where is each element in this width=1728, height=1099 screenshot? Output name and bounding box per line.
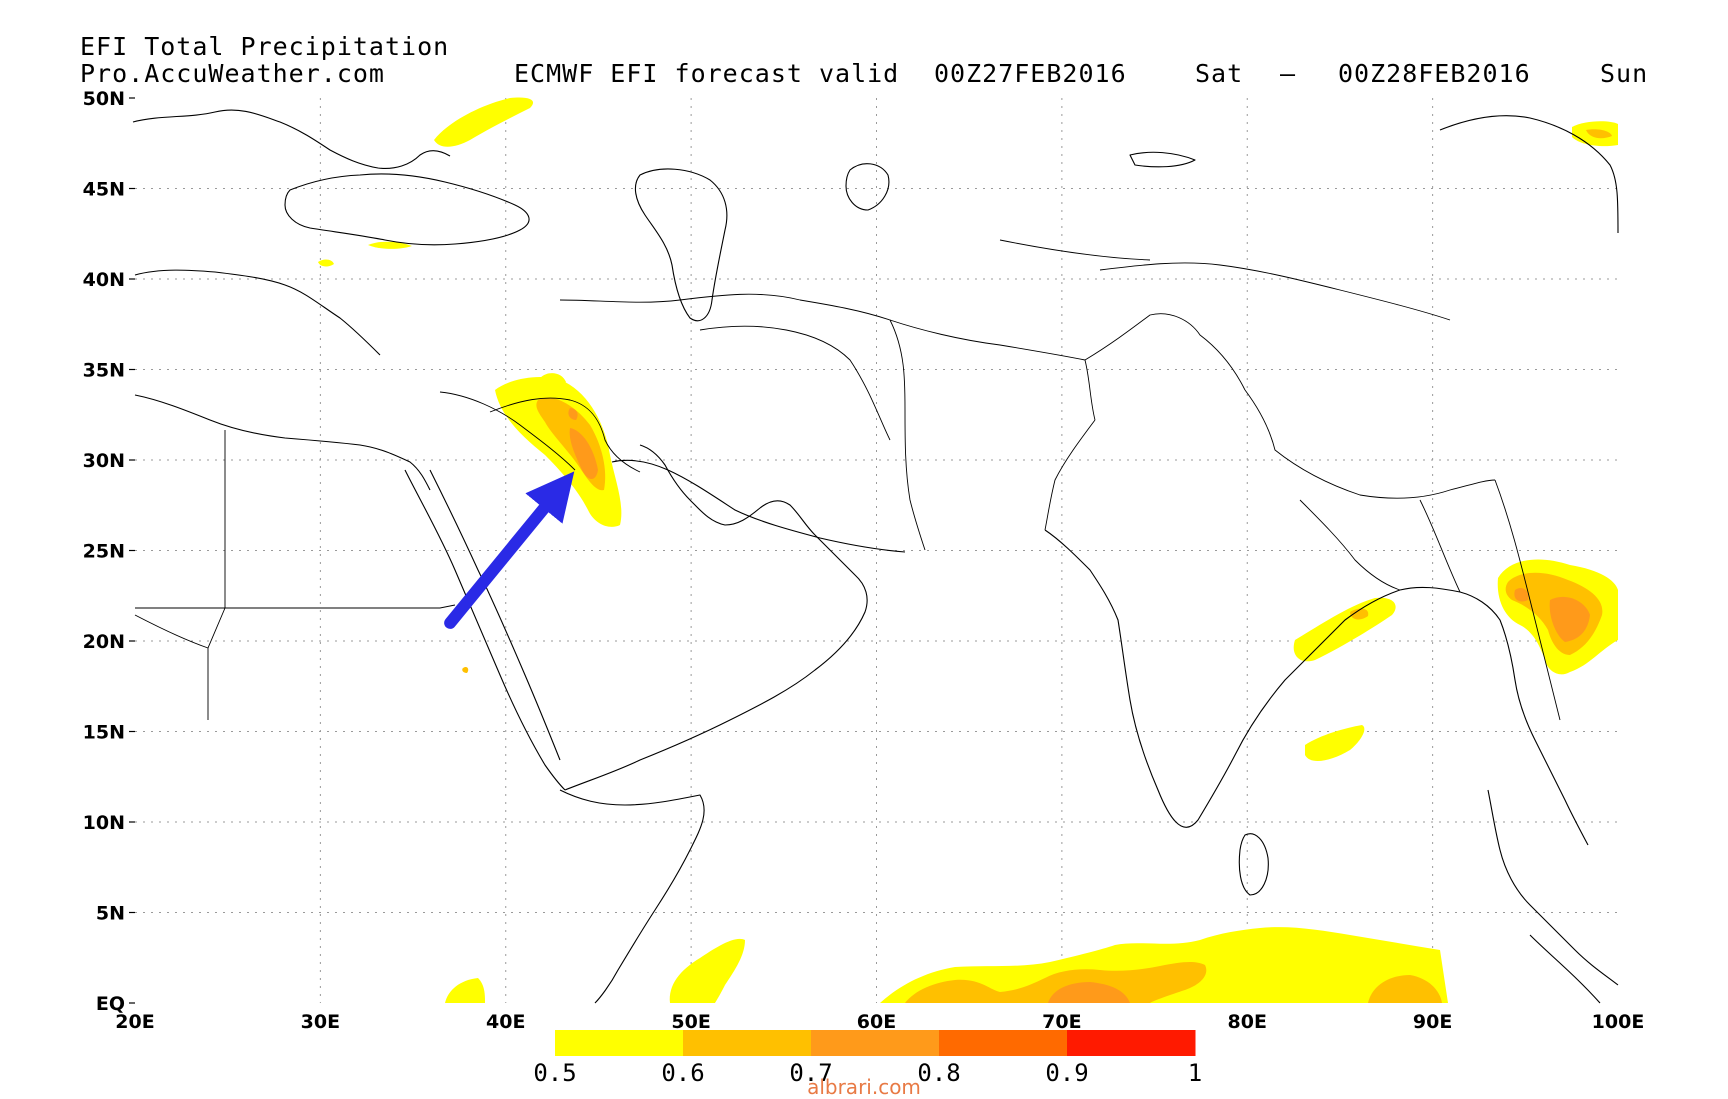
lon-tick-label: 30E <box>301 1011 340 1033</box>
lon-tick-label: 80E <box>1228 1011 1267 1033</box>
efi-area-russia <box>434 97 534 147</box>
separator: – <box>1280 59 1297 88</box>
efi-area-ne-china-o <box>1586 129 1612 139</box>
caspian-sea <box>634 168 728 322</box>
credit-text: albrari.com <box>807 1075 921 1099</box>
colorbar-label: 0.9 <box>1045 1059 1088 1087</box>
colorbar-label: 0.7 <box>789 1059 832 1087</box>
efi-area-eq-somalia <box>669 938 745 1003</box>
start-day: Sat <box>1195 59 1244 88</box>
colorbar-swatch <box>1067 1030 1196 1056</box>
lat-tick-label: 10N <box>83 812 125 834</box>
start-time: 00Z27FEB2016 <box>934 59 1127 88</box>
lon-tick-label: 90E <box>1413 1011 1452 1033</box>
efi-area-eq-west <box>445 978 485 1003</box>
product-title: EFI Total Precipitation <box>80 32 450 61</box>
lat-tick-label: EQ <box>96 993 125 1015</box>
lat-tick-label: 50N <box>83 88 125 110</box>
end-time: 00Z28FEB2016 <box>1338 59 1531 88</box>
lat-tick-label: 25N <box>83 541 125 563</box>
efi-area-bengal-sea <box>1305 725 1365 762</box>
efi-area-eq-east <box>1368 975 1442 1003</box>
end-day: Sun <box>1600 59 1649 88</box>
efi-area-myanmar-o2 <box>1549 596 1590 642</box>
aral-sea <box>845 163 890 211</box>
lon-tick-label: 100E <box>1592 1011 1645 1033</box>
country-borders <box>134 239 1561 721</box>
colorbar-label: 0.8 <box>917 1059 960 1087</box>
efi-area-myanmar-o3 <box>1514 588 1529 602</box>
lon-tick-label: 60E <box>857 1011 896 1033</box>
colorbar-swatch <box>939 1030 1068 1056</box>
lat-tick-label: 20N <box>83 631 125 653</box>
lat-tick-label: 35N <box>83 360 125 382</box>
efi-area-redsea-dot <box>462 666 469 673</box>
efi-area-iraq-yellow-n <box>540 373 566 387</box>
efi-area-bengal-coast <box>1293 597 1396 662</box>
colorbar-label: 0.6 <box>661 1059 704 1087</box>
efi-area-iraq-orange2 <box>569 428 598 479</box>
colorbar-swatch <box>811 1030 940 1056</box>
efi-area-iraq-orange3 <box>568 408 578 420</box>
efi-area-iraq-yellow <box>495 376 622 527</box>
highlight-arrow <box>444 471 575 629</box>
lon-tick-label: 40E <box>486 1011 525 1033</box>
coastlines <box>132 109 1619 1004</box>
lat-tick-label: 45N <box>83 179 125 201</box>
lat-tick-label: 30N <box>83 450 125 472</box>
efi-area-eq-india-o1 <box>905 962 1207 1003</box>
lon-tick-label: 50E <box>671 1011 710 1033</box>
colorbar-swatch <box>683 1030 812 1056</box>
lon-tick-label: 20E <box>115 1011 154 1033</box>
sri-lanka <box>1238 833 1269 896</box>
lat-tick-label: 5N <box>96 903 125 925</box>
efi-area-eq-india <box>880 927 1448 1003</box>
colorbar-label: 1 <box>1188 1059 1202 1087</box>
efi-area-turkey-w <box>318 259 334 267</box>
efi-area-turkey <box>368 241 412 249</box>
colorbar: 0.5 0.6 0.7 0.8 0.9 1 <box>533 1030 1202 1087</box>
efi-area-bengal-coast-o <box>1350 608 1369 620</box>
colorbar-label: 0.5 <box>533 1059 576 1087</box>
colorbar-swatch <box>555 1030 684 1056</box>
red-sea <box>404 469 566 791</box>
efi-area-eq-india-o2 <box>1048 982 1130 1003</box>
lat-lon-grid <box>135 98 1618 1003</box>
lake-balkhash <box>1129 151 1196 168</box>
lat-tick-label: 15N <box>83 722 125 744</box>
india-coast <box>1044 529 1401 828</box>
lat-tick-label: 40N <box>83 269 125 291</box>
efi-precip-areas <box>318 97 1618 1003</box>
source-title: Pro.AccuWeather.com <box>80 59 385 88</box>
valid-label: ECMWF EFI forecast valid <box>514 59 900 88</box>
lon-tick-label: 70E <box>1042 1011 1081 1033</box>
